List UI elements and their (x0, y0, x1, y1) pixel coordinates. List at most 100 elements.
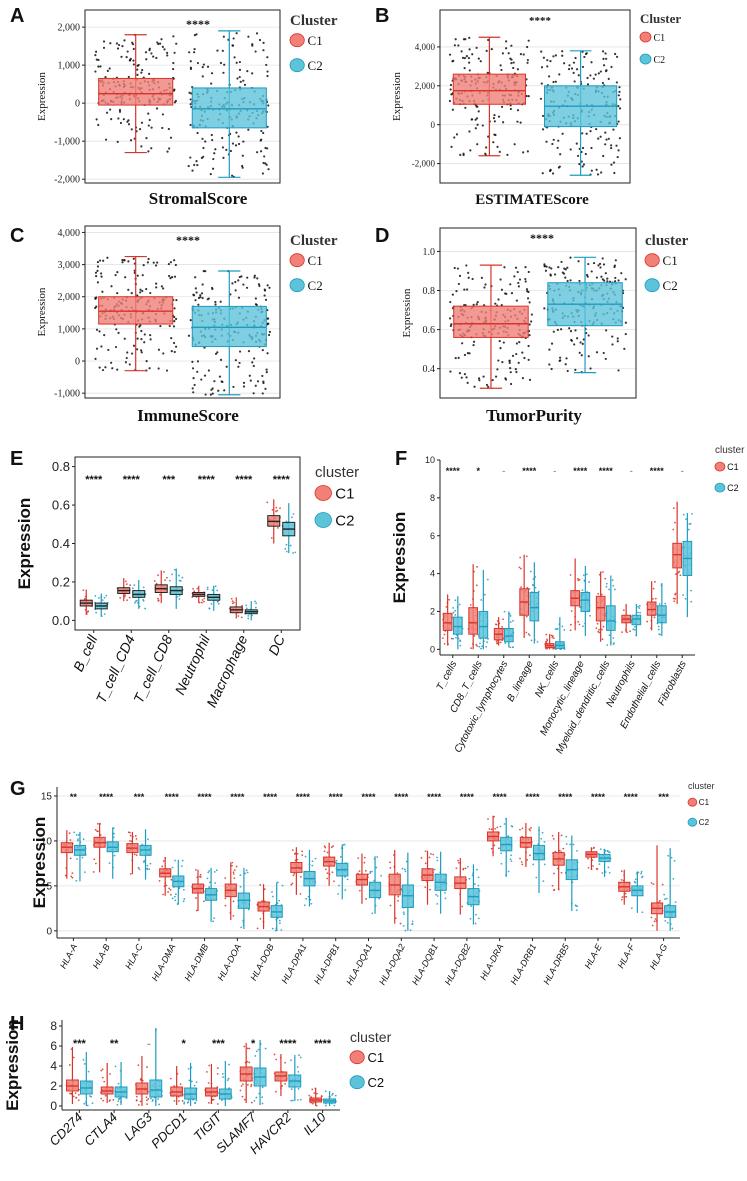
data-point (496, 642, 499, 645)
data-point (442, 637, 444, 640)
data-point (564, 276, 567, 279)
data-point (117, 117, 120, 120)
data-point (598, 863, 601, 866)
data-point (610, 163, 613, 166)
data-point (97, 65, 100, 68)
data-point (673, 860, 676, 862)
data-point (587, 355, 590, 358)
data-point (509, 858, 512, 861)
box-c2 (606, 605, 616, 631)
data-point (95, 328, 99, 331)
data-point (224, 904, 227, 907)
data-point (201, 65, 204, 69)
data-point (548, 348, 551, 351)
panel-letter: A (10, 5, 24, 27)
data-point (436, 859, 439, 862)
data-point (575, 142, 578, 145)
y-tick-label: 5 (46, 881, 52, 892)
data-point (542, 880, 545, 883)
data-point (157, 1098, 159, 1100)
data-point (672, 507, 675, 510)
data-point (73, 831, 76, 834)
data-point (617, 94, 620, 97)
data-point (565, 357, 568, 360)
data-point (75, 1096, 78, 1099)
data-point (94, 271, 98, 274)
data-point (69, 857, 72, 860)
data-point (311, 1088, 314, 1091)
data-point (120, 55, 123, 58)
data-point (525, 288, 529, 291)
data-point (512, 619, 514, 622)
data-point (159, 324, 162, 328)
data-point (293, 872, 296, 875)
data-point (478, 645, 481, 648)
data-point (246, 871, 249, 874)
data-point (290, 883, 293, 886)
legend-label: C1 (368, 1050, 385, 1065)
data-point (535, 876, 538, 879)
data-point (141, 843, 144, 846)
data-point (114, 1065, 117, 1068)
data-point (558, 356, 562, 359)
data-point (138, 128, 142, 131)
data-point (575, 909, 578, 912)
data-point (679, 574, 682, 577)
data-point (173, 315, 176, 319)
panel-letter: H (10, 1013, 24, 1035)
data-point (611, 579, 614, 582)
data-point (133, 853, 136, 856)
data-point (485, 49, 488, 52)
data-point (126, 599, 129, 602)
box-c1 (98, 77, 174, 106)
data-point (219, 61, 223, 65)
data-point (333, 880, 335, 883)
data-point (541, 128, 545, 131)
data-point (238, 60, 242, 64)
data-point (147, 150, 150, 153)
data-point (168, 147, 171, 150)
data-point (155, 282, 158, 285)
data-point (212, 157, 215, 161)
data-point (500, 852, 503, 854)
data-point (203, 346, 206, 349)
data-point (241, 1095, 244, 1098)
data-point (99, 65, 102, 68)
data-point (267, 317, 270, 320)
data-point (122, 118, 125, 121)
data-point (135, 1099, 138, 1102)
data-point (132, 59, 135, 62)
significance-label: **** (493, 792, 508, 802)
significance-label: * (181, 1038, 186, 1050)
data-point (650, 916, 653, 919)
data-point (486, 71, 489, 74)
data-point (572, 61, 576, 64)
data-point (105, 594, 108, 597)
data-point (205, 1070, 208, 1073)
data-point (168, 579, 171, 582)
data-point (130, 128, 133, 131)
data-point (469, 917, 472, 920)
data-point (480, 276, 483, 279)
data-point (214, 300, 217, 304)
data-point (494, 827, 497, 830)
data-point (179, 580, 182, 582)
data-point (164, 579, 166, 582)
data-point (583, 55, 586, 59)
data-point (364, 869, 367, 872)
data-point (585, 573, 588, 576)
data-point (561, 625, 564, 628)
plot-frame (74, 456, 301, 631)
data-point (448, 53, 452, 56)
data-point (221, 146, 225, 149)
data-point (110, 285, 113, 288)
legend-title: cluster (645, 233, 689, 249)
data-point (121, 258, 124, 262)
data-point (601, 872, 604, 874)
data-point (299, 1098, 302, 1101)
data-point (210, 602, 213, 605)
data-point (195, 1081, 198, 1084)
data-point (552, 138, 555, 141)
panel-letter: G (10, 778, 26, 800)
